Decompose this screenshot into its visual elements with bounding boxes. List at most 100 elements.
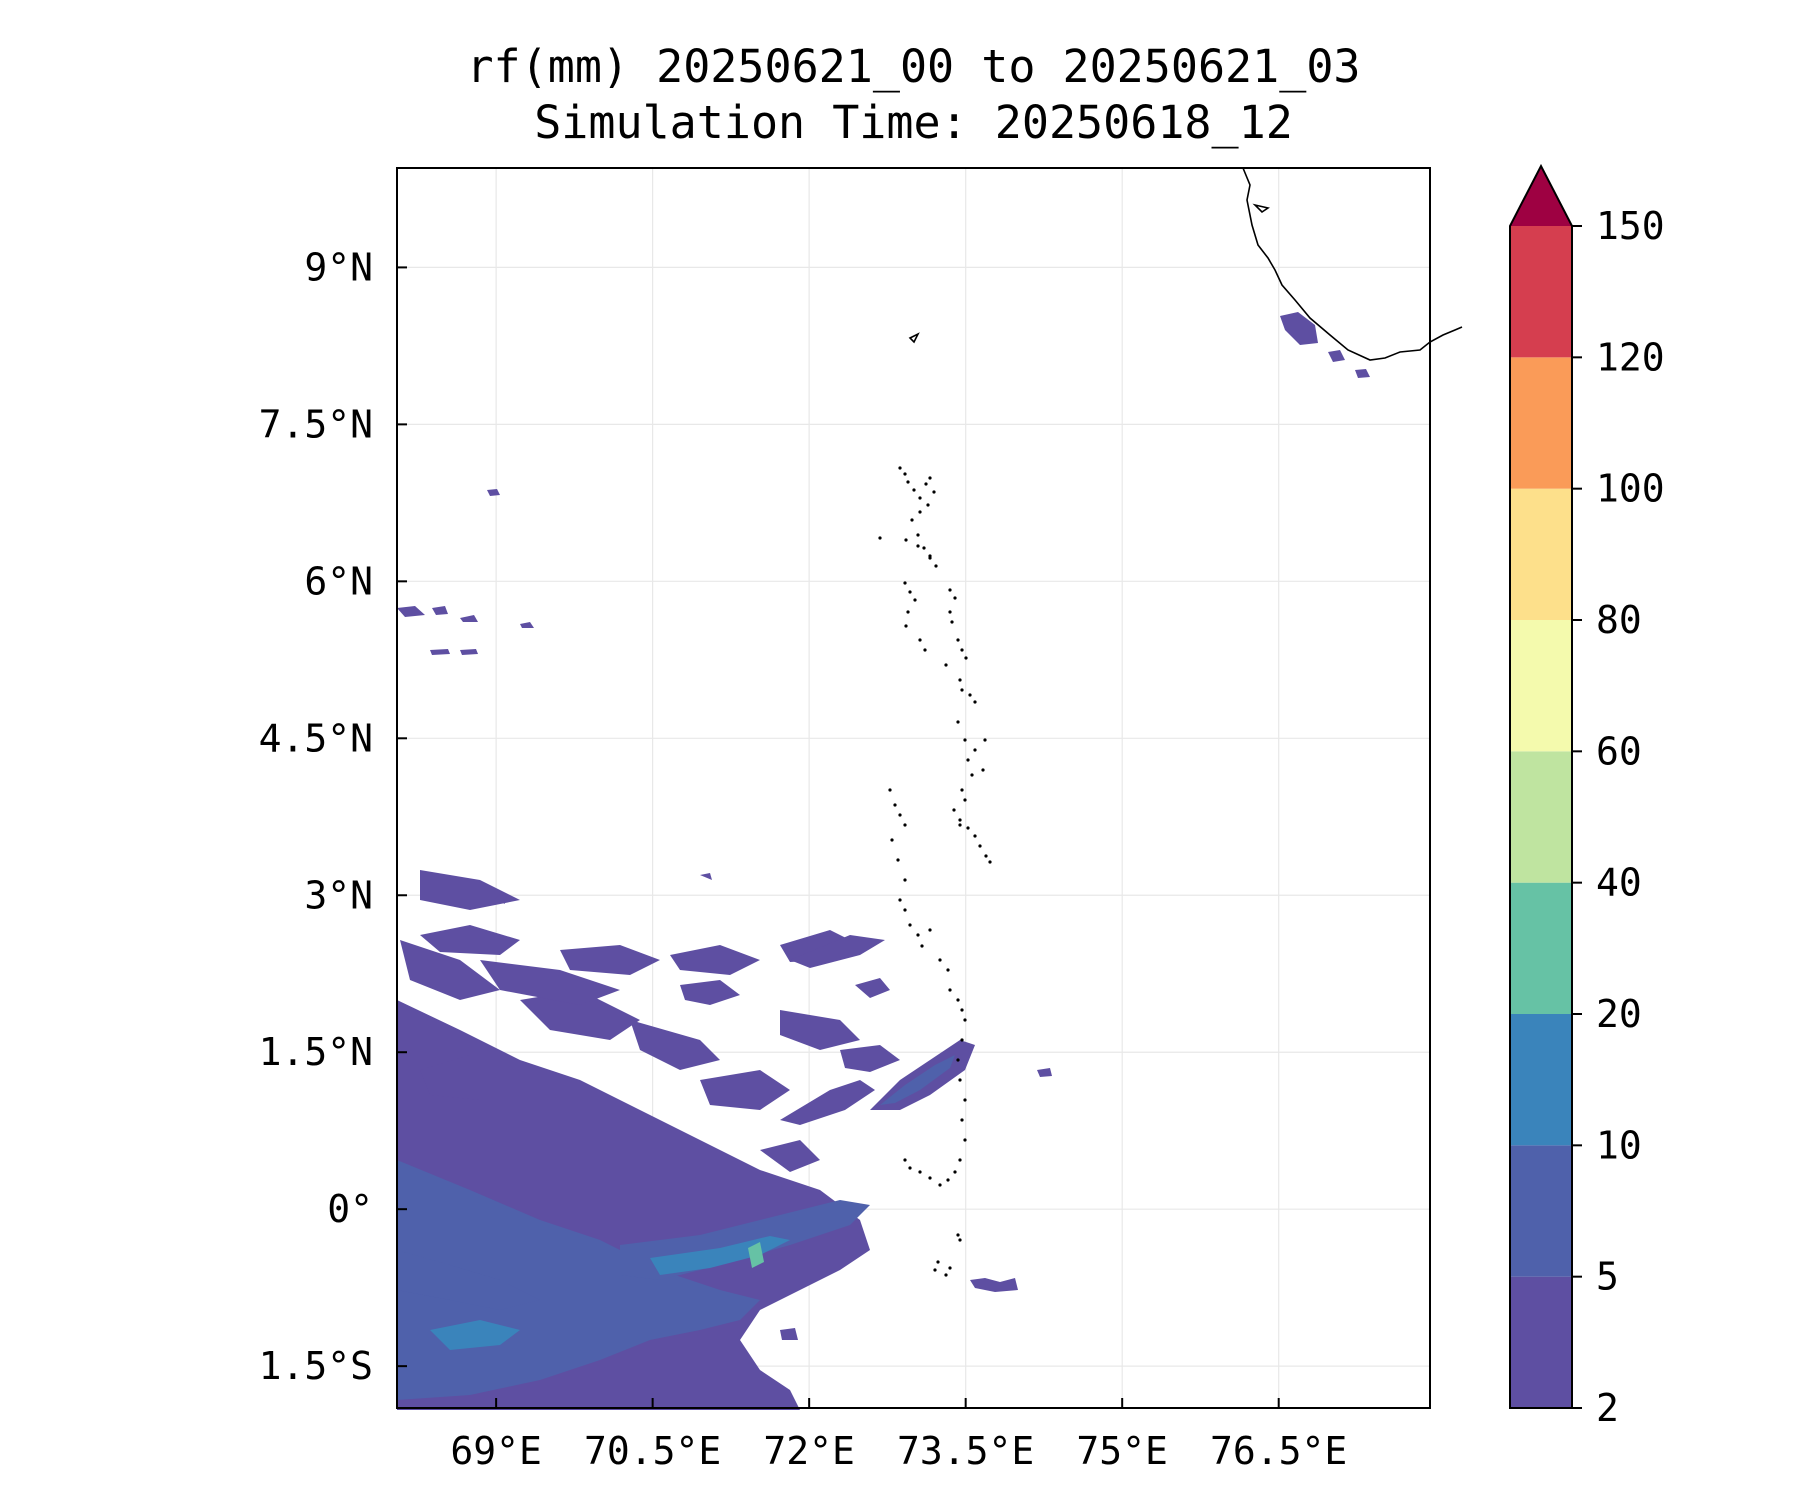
island — [908, 332, 920, 344]
colorbar-label: 80 — [1596, 598, 1642, 642]
island-dot — [948, 988, 952, 992]
colorbar-segment — [1510, 1276, 1572, 1408]
island-dot — [916, 544, 920, 548]
island-dot — [910, 518, 914, 522]
lat-tick-label: 4.5°N — [259, 716, 373, 760]
island-dot — [960, 648, 964, 652]
island-dot — [956, 998, 960, 1002]
island-dot — [948, 1266, 952, 1270]
island-dot — [944, 1273, 948, 1277]
island-dot — [958, 678, 962, 682]
lon-ticks: 69°E 70.5°E 72°E 73.5°E 75°E 76.5°E — [450, 1398, 1347, 1473]
island-dot — [950, 620, 954, 624]
colorbar-label: 100 — [1596, 467, 1665, 511]
colorbar-label: 60 — [1596, 729, 1642, 773]
rain-band — [430, 1320, 520, 1350]
colorbar-segment — [1510, 882, 1572, 1014]
island-dot — [958, 1238, 962, 1242]
colorbar-segment — [1510, 1145, 1572, 1277]
colorbar-label: 10 — [1596, 1123, 1642, 1167]
island-dot — [926, 503, 930, 507]
island-dot — [916, 533, 920, 537]
rain-streak — [520, 990, 640, 1040]
island-dot — [908, 923, 912, 927]
rain-streak — [420, 1055, 520, 1100]
island-dot — [904, 624, 908, 628]
lat-tick-label: 9°N — [304, 245, 373, 289]
island-dot — [922, 546, 926, 550]
rain-cell — [430, 649, 450, 655]
island-dot — [923, 648, 927, 652]
lat-tick-label: 0° — [327, 1187, 373, 1231]
island-dot — [932, 490, 936, 494]
island-dot — [908, 590, 912, 594]
rain-cell — [780, 1080, 875, 1125]
island-dot — [973, 834, 977, 838]
island-dot — [898, 898, 902, 902]
island-dot — [896, 858, 900, 862]
lon-tick-label: 76.5°E — [1210, 1429, 1347, 1473]
island-dot — [903, 908, 907, 912]
island-dot — [904, 538, 908, 542]
rain-cell — [1037, 1068, 1052, 1077]
rain-streak — [420, 870, 520, 910]
colorbar: 2 5 10 20 40 60 80 100 120 150 — [1509, 163, 1665, 1430]
island-dot — [960, 1038, 964, 1042]
island-dot — [946, 968, 950, 972]
island-dot — [966, 826, 970, 830]
lon-tick-label: 72°E — [763, 1429, 855, 1473]
coastline — [908, 167, 1463, 361]
rain-streak — [700, 1070, 790, 1110]
rain-cell — [495, 892, 505, 904]
island-dot — [946, 1178, 950, 1182]
island-dot — [978, 844, 982, 848]
lat-tick-label: 6°N — [304, 559, 373, 603]
colorbar-segment — [1510, 488, 1572, 620]
colorbar-segment — [1510, 357, 1572, 489]
colorbar-label: 150 — [1596, 204, 1665, 248]
island-dot — [963, 798, 967, 802]
island-dot — [928, 1176, 932, 1180]
island-dot — [924, 482, 928, 486]
rain-cell — [1328, 350, 1345, 362]
rain-cell — [700, 873, 712, 880]
island-dot — [893, 803, 897, 807]
lon-tick-label: 73.5°E — [897, 1429, 1034, 1473]
rain-cell — [840, 1045, 900, 1072]
lat-tick-label: 3°N — [304, 873, 373, 917]
rain-cell — [460, 649, 478, 655]
island-dot — [968, 693, 972, 697]
rain-cell — [487, 489, 500, 496]
island-dot — [948, 588, 952, 592]
island — [1252, 203, 1270, 214]
island-dot — [913, 598, 917, 602]
colorbar-extend-arrow — [1510, 166, 1572, 226]
colorbar-outline — [1509, 163, 1573, 1409]
rain-cell — [680, 980, 740, 1005]
island-dot — [898, 466, 902, 470]
rain-peak — [748, 1242, 764, 1268]
island-dot — [906, 480, 910, 484]
island-dot — [948, 610, 952, 614]
island-dot — [903, 472, 907, 476]
island-dot — [916, 933, 920, 937]
island-dot — [960, 688, 964, 692]
island-dot — [903, 581, 907, 585]
rain-cell — [855, 978, 890, 998]
island-dot — [944, 663, 948, 667]
island-dot — [938, 1183, 942, 1187]
island-dot — [888, 788, 892, 792]
rain-streak — [480, 960, 620, 1005]
map-subtitle: Simulation Time: 20250618_12 — [534, 96, 1293, 149]
map-title: rf(mm) 20250621_00 to 20250621_03 — [466, 40, 1361, 93]
island-dot — [956, 720, 960, 724]
rain-cell — [420, 925, 520, 955]
island-dot — [953, 1170, 957, 1174]
island-dot — [918, 638, 922, 642]
rain-cell — [432, 606, 448, 615]
island-dot — [933, 1268, 937, 1272]
lat-tick-label: 1.5°S — [259, 1344, 373, 1388]
island-dot — [903, 878, 907, 882]
island-dot — [963, 1098, 967, 1102]
